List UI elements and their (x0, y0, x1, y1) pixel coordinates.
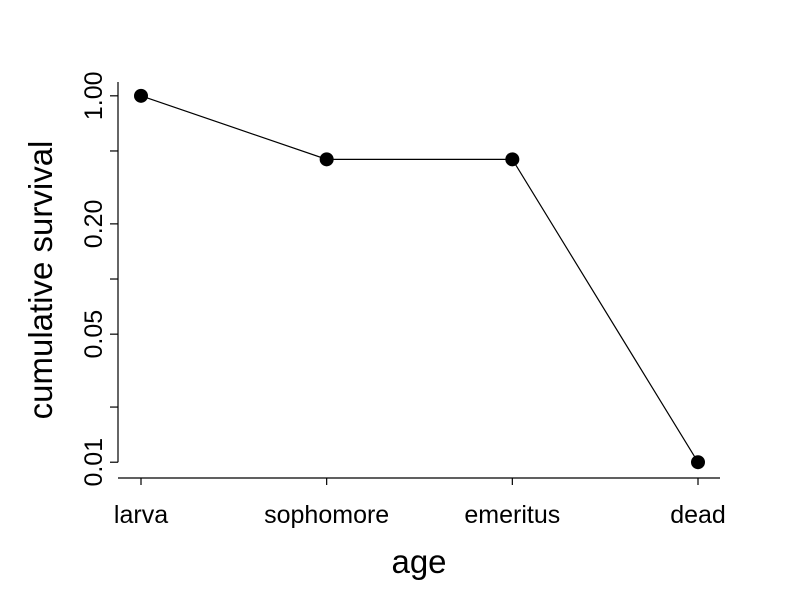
y-axis-ticks: 0.01 0.05 0.20 1.00 (80, 71, 118, 487)
data-point-dead (691, 455, 705, 470)
x-tick-label-1: sophomore (264, 501, 389, 529)
y-tick-label-6: 1.00 (80, 71, 108, 120)
data-point-sophomore (319, 152, 334, 167)
data-point-larva (134, 88, 148, 103)
y-tick-label-2: 0.05 (80, 310, 108, 359)
x-axis-label: age (391, 543, 446, 580)
x-axis-ticks: larva sophomore emeritus dead (114, 478, 726, 529)
x-tick-label-0: larva (114, 501, 168, 529)
y-axis-label: cumulative survival (22, 141, 59, 420)
data-point-emeritus (505, 152, 520, 167)
axes (117, 82, 720, 479)
series-line-0 (140, 95, 699, 463)
x-tick-label-3: dead (670, 501, 726, 529)
y-tick-label-0: 0.01 (80, 438, 108, 487)
y-tick-label-4: 0.20 (80, 200, 108, 249)
series-survival (134, 88, 705, 470)
x-tick-label-2: emeritus (464, 501, 560, 529)
